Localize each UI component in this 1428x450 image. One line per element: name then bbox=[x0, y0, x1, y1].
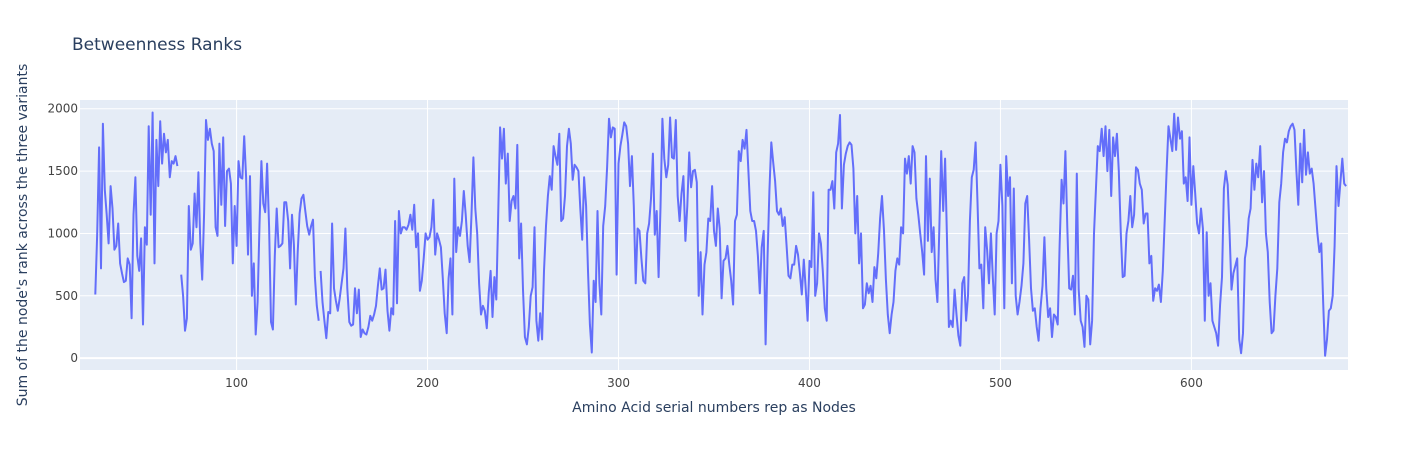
x-tick-label: 500 bbox=[989, 376, 1012, 390]
y-axis-title: Sum of the node's rank across the three … bbox=[15, 64, 31, 407]
y-tick-label: 2000 bbox=[47, 102, 78, 116]
x-tick-label: 200 bbox=[416, 376, 439, 390]
y-tick-label: 0 bbox=[70, 351, 78, 365]
chart-title: Betweenness Ranks bbox=[72, 35, 242, 55]
x-tick-label: 600 bbox=[1180, 376, 1203, 390]
x-axis-title: Amino Acid serial numbers rep as Nodes bbox=[572, 400, 856, 416]
series-line-segment bbox=[94, 111, 179, 326]
y-tick-label: 1000 bbox=[47, 226, 78, 240]
x-tick-labels: 100 200 300 400 500 600 bbox=[225, 376, 1203, 390]
y-gridlines bbox=[80, 108, 1348, 360]
y-tick-label: 500 bbox=[55, 289, 78, 303]
y-tick-label: 1500 bbox=[47, 164, 78, 178]
series-line-segment bbox=[180, 119, 320, 336]
x-tick-label: 300 bbox=[607, 376, 630, 390]
x-tick-label: 400 bbox=[798, 376, 821, 390]
y-tick-labels: 0 500 1000 1500 2000 bbox=[47, 102, 78, 365]
series-layer bbox=[94, 111, 1347, 357]
series-line-segment bbox=[319, 112, 1347, 357]
x-tick-label: 100 bbox=[225, 376, 248, 390]
